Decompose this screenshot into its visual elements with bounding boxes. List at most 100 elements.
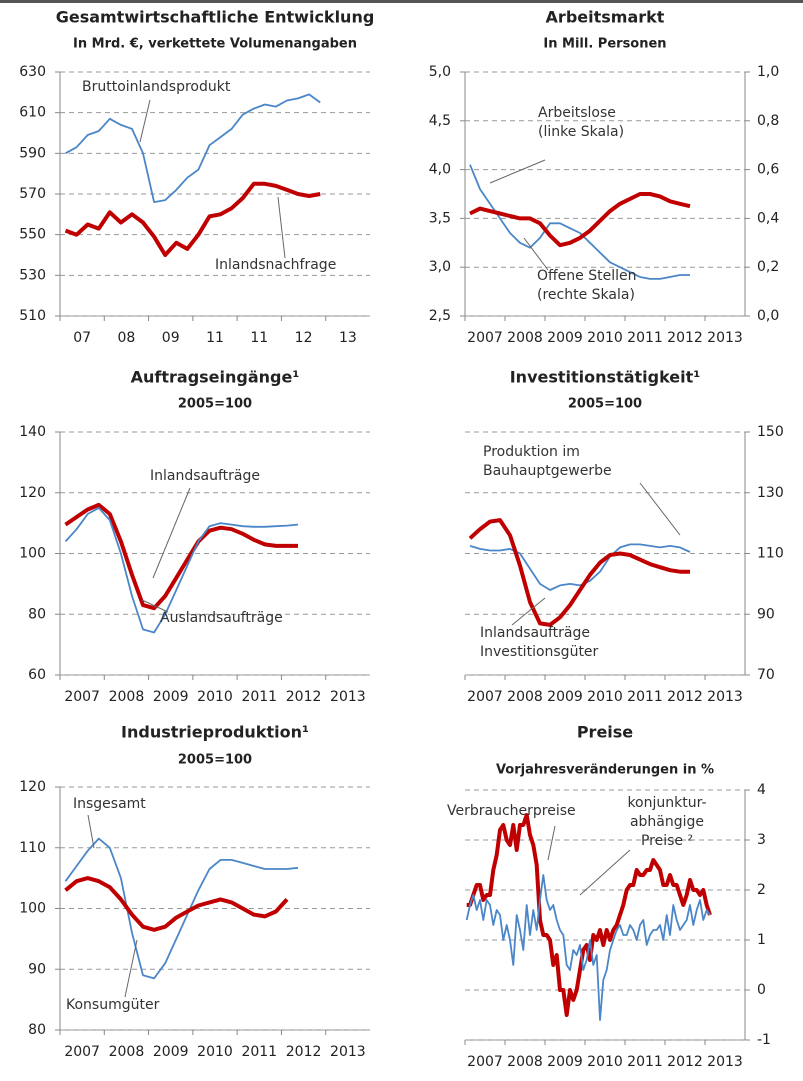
y-tick-label: 110 xyxy=(757,546,784,562)
y-tick-label: 3,0 xyxy=(429,259,451,275)
series-line xyxy=(469,164,690,280)
y-tick-label: 3 xyxy=(757,832,766,848)
series-label: Inlandsaufträge Investitionsgüter xyxy=(480,625,599,660)
y-tick-label: 5,0 xyxy=(429,64,451,80)
series-label: Auslandsaufträge xyxy=(160,610,283,626)
x-tick-label: 2007 xyxy=(467,330,503,346)
series-label: Konsumgüter xyxy=(66,997,160,1013)
series-label: Produktion im Bauhauptgewerbe xyxy=(483,444,612,479)
x-tick-label: 2009 xyxy=(547,689,583,705)
y-tick-label: 90 xyxy=(757,606,775,622)
leader-line xyxy=(277,196,286,259)
y2-tick-label: 0,2 xyxy=(757,259,779,275)
x-tick-label: 11 xyxy=(250,330,268,346)
y-tick-label: 530 xyxy=(19,267,46,283)
y-tick-label: 1 xyxy=(757,932,766,948)
y-tick-label: 570 xyxy=(19,186,46,202)
chart-title: Investitionstätigkeit¹ xyxy=(510,368,701,387)
chart-title: Industrieproduktion¹ xyxy=(121,723,309,742)
y-tick-label: 4,0 xyxy=(429,162,451,178)
leader-line xyxy=(639,482,681,536)
x-tick-label: 09 xyxy=(162,330,180,346)
y-tick-label: 630 xyxy=(19,64,46,80)
series-line xyxy=(64,507,299,634)
y-tick-label: 2,5 xyxy=(429,308,451,324)
y-tick-label: 4,5 xyxy=(429,113,451,129)
x-tick-label: 2013 xyxy=(707,689,743,705)
x-tick-label: 2011 xyxy=(241,689,277,705)
series-line xyxy=(64,181,321,257)
x-tick-label: 2009 xyxy=(547,1054,583,1070)
x-tick-label: 2010 xyxy=(197,689,233,705)
x-tick-label: 2008 xyxy=(109,689,145,705)
series-label: Verbraucherpreise xyxy=(447,803,576,819)
y-tick-label: 60 xyxy=(28,667,46,683)
x-tick-label: 2011 xyxy=(627,689,663,705)
chart-subtitle: 2005=100 xyxy=(178,397,252,412)
x-tick-label: 2012 xyxy=(286,1044,322,1060)
x-tick-label: 2007 xyxy=(467,689,503,705)
leader-line xyxy=(152,487,191,579)
x-tick-label: 2009 xyxy=(153,689,189,705)
y-tick-label: 120 xyxy=(19,779,46,795)
x-tick-label: 2013 xyxy=(707,1054,743,1070)
x-tick-label: 2012 xyxy=(667,330,703,346)
series-line xyxy=(64,502,298,611)
x-tick-label: 2008 xyxy=(507,1054,543,1070)
x-tick-label: 2008 xyxy=(507,689,543,705)
series-line xyxy=(64,837,299,980)
x-tick-label: 2013 xyxy=(330,1044,366,1060)
y-tick-label: 70 xyxy=(757,667,775,683)
chart-title: Gesamtwirtschaftliche Entwicklung xyxy=(56,8,375,27)
x-tick-label: 2008 xyxy=(109,1044,145,1060)
leader-line xyxy=(579,849,631,896)
x-tick-label: 12 xyxy=(295,330,313,346)
leader-line xyxy=(523,237,549,271)
x-tick-label: 2007 xyxy=(64,689,100,705)
y-tick-label: 4 xyxy=(757,782,766,798)
x-tick-label: 2012 xyxy=(667,1054,703,1070)
y-tick-label: 80 xyxy=(28,606,46,622)
y-tick-label: 610 xyxy=(19,105,46,121)
x-tick-label: 07 xyxy=(73,330,91,346)
leader-line xyxy=(141,599,169,613)
series-line xyxy=(65,93,321,203)
x-tick-label: 2011 xyxy=(241,1044,277,1060)
x-tick-label: 2010 xyxy=(587,330,623,346)
chart-title: Arbeitsmarkt xyxy=(546,8,665,27)
x-tick-label: 13 xyxy=(339,330,357,346)
chart-subtitle: 2005=100 xyxy=(568,397,642,412)
series-line xyxy=(469,192,691,248)
y-tick-label: 3,5 xyxy=(429,210,451,226)
y-tick-label: 0 xyxy=(757,982,766,998)
x-tick-label: 2011 xyxy=(627,330,663,346)
series-line xyxy=(64,876,289,932)
y-tick-label: 150 xyxy=(757,424,784,440)
chart-subtitle: Vorjahresveränderungen in % xyxy=(496,763,714,778)
chart-title: Auftragseingänge¹ xyxy=(131,368,300,387)
x-tick-label: 08 xyxy=(118,330,136,346)
y-tick-label: -1 xyxy=(757,1032,771,1048)
chart-subtitle: 2005=100 xyxy=(178,753,252,768)
x-tick-label: 2009 xyxy=(547,330,583,346)
leader-line xyxy=(547,825,556,861)
leader-line xyxy=(87,814,95,849)
y2-tick-label: 0,4 xyxy=(757,210,779,226)
y-tick-label: 140 xyxy=(19,424,46,440)
y-tick-label: 100 xyxy=(19,546,46,562)
y2-tick-label: 1,0 xyxy=(757,64,779,80)
x-tick-label: 2007 xyxy=(467,1054,503,1070)
leader-line xyxy=(511,597,546,626)
x-tick-label: 2010 xyxy=(587,1054,623,1070)
leader-line xyxy=(489,159,546,184)
series-label: konjunktur-abhängige Preise ² xyxy=(627,795,707,849)
chart-subtitle: In Mill. Personen xyxy=(543,37,666,52)
x-tick-label: 2010 xyxy=(197,1044,233,1060)
chart-subtitle: In Mrd. €, verkettete Volumenangaben xyxy=(73,37,357,52)
x-tick-label: 2010 xyxy=(587,689,623,705)
series-label: Insgesamt xyxy=(73,796,146,812)
x-tick-label: 2009 xyxy=(153,1044,189,1060)
x-tick-label: 11 xyxy=(206,330,224,346)
